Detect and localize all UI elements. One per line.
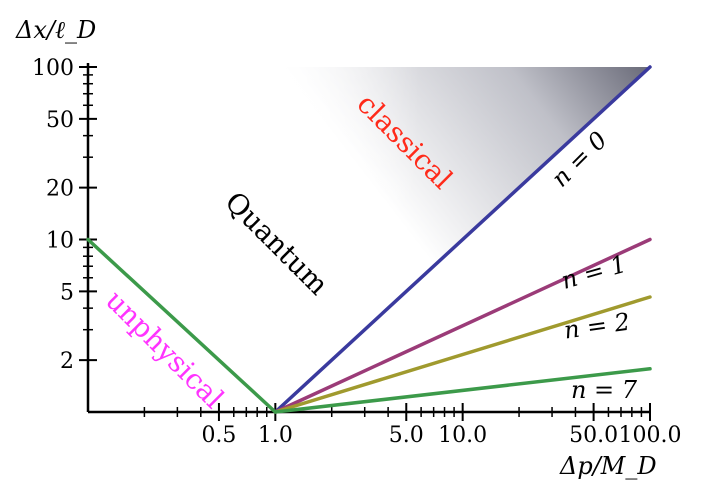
series-group — [86, 65, 652, 414]
n1-label: n = 1 — [558, 250, 629, 295]
n7-label: n = 7 — [571, 376, 638, 404]
x-axis-title: Δp/M_D — [559, 452, 657, 480]
n2-label: n = 2 — [562, 308, 631, 345]
series-line-boundary — [86, 237, 278, 414]
y-tick-label: 10 — [46, 229, 74, 254]
x-tick-label: 100.0 — [619, 423, 682, 448]
x-tick-label: 0.5 — [201, 423, 236, 448]
series-line-n7 — [273, 367, 652, 414]
y-tick-label: 5 — [60, 280, 74, 305]
y-axis-title: Δx/ℓ_D — [15, 16, 96, 44]
x-tick-label: 1.0 — [258, 423, 293, 448]
y-tick-label: 20 — [46, 177, 74, 202]
classical-region-left-mask — [200, 60, 275, 412]
y-tick-label: 50 — [46, 108, 74, 133]
x-tick-label: 50.0 — [569, 423, 618, 448]
series-line-n1 — [273, 237, 652, 414]
series-line-n2 — [273, 295, 652, 414]
series-line-n0 — [273, 65, 652, 414]
x-tick-label: 5.0 — [389, 423, 424, 448]
y-tick-label: 2 — [60, 349, 74, 374]
x-tick-label: 10.0 — [438, 423, 487, 448]
y-tick-label: 100 — [32, 56, 74, 81]
